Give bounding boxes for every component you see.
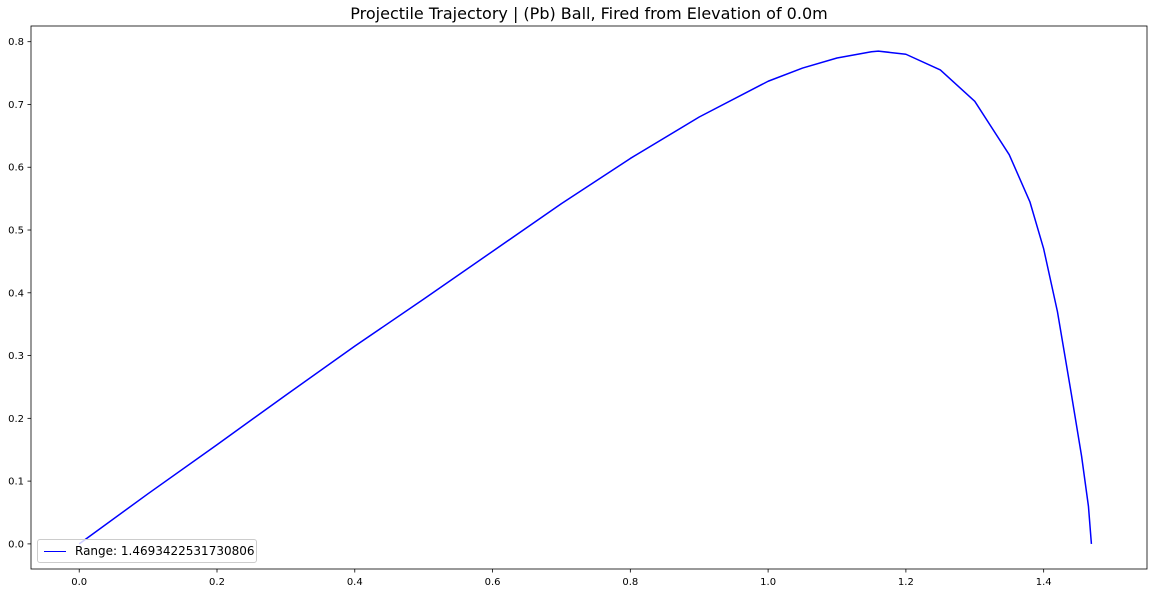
y-tick-label: 0.1 — [8, 477, 24, 488]
x-tick-label: 0.4 — [347, 577, 363, 588]
x-tick-label: 0.8 — [622, 577, 638, 588]
x-tick-label: 0.0 — [71, 577, 87, 588]
y-tick-label: 0.7 — [8, 100, 24, 111]
plot-frame — [30, 25, 1148, 570]
y-tick-label: 0.6 — [8, 163, 24, 174]
trajectory-line — [78, 50, 1093, 545]
legend: Range: 1.4693422531730806 — [37, 539, 257, 563]
x-tick-label: 0.6 — [485, 577, 501, 588]
y-tick-label: 0.2 — [8, 414, 24, 425]
y-tick-label: 0.3 — [8, 351, 24, 362]
x-tick-label: 1.4 — [1036, 577, 1052, 588]
x-tick-label: 1.0 — [760, 577, 776, 588]
x-tick-label: 1.2 — [898, 577, 914, 588]
legend-line-swatch — [44, 550, 66, 552]
y-tick-label: 0.4 — [8, 288, 24, 299]
y-tick-label: 0.0 — [8, 539, 24, 550]
y-tick-label: 0.8 — [8, 37, 24, 48]
chart-title: Projectile Trajectory | (Pb) Ball, Fired… — [350, 4, 828, 23]
y-tick-label: 0.5 — [8, 226, 24, 237]
x-tick-label: 0.2 — [209, 577, 225, 588]
legend-label: Range: 1.4693422531730806 — [75, 544, 255, 558]
